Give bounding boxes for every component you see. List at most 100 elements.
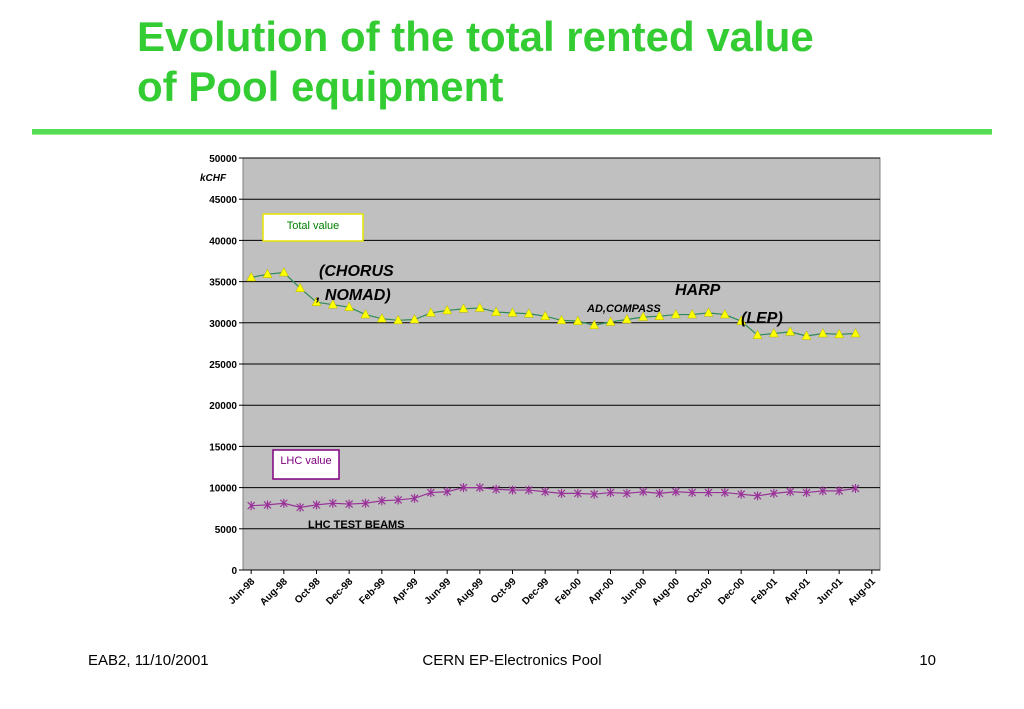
data-point: [296, 502, 305, 512]
y-tick-label: 35000: [209, 278, 237, 289]
data-point: [442, 304, 453, 315]
y-axis-ticks: 0 5000 10000 15000 20000 25000 30000 35000 40000…: [209, 154, 243, 577]
data-point: [850, 327, 861, 338]
annotation-nomad: , NOMAD): [315, 287, 391, 304]
y-tick-label: 15000: [209, 442, 237, 453]
data-point: [606, 488, 615, 498]
y-tick-label: 50000: [209, 154, 237, 165]
data-point: [474, 302, 485, 312]
data-point: [736, 315, 747, 325]
data-point: [295, 282, 306, 292]
legend-lhc: LHC value: [272, 449, 340, 480]
data-point: [671, 487, 680, 497]
data-point: [753, 491, 762, 501]
data-point: [557, 488, 566, 498]
data-point: [818, 486, 827, 496]
data-point: [328, 498, 337, 508]
data-point: [426, 488, 435, 498]
y-axis-label: kCHF: [200, 173, 227, 184]
footer-event: EAB2, 11/10/2001: [88, 652, 209, 669]
data-point: [688, 488, 697, 498]
data-point: [639, 487, 648, 497]
x-tick-label: Jun-98: [227, 576, 258, 607]
data-point: [246, 271, 257, 282]
data-point: [311, 296, 322, 306]
data-point: [508, 485, 517, 495]
y-tick-label: 25000: [209, 360, 237, 371]
series-line: [251, 487, 856, 508]
x-tick-label: Jun-01: [815, 576, 846, 607]
data-point: [278, 267, 289, 277]
annotation-adcompass: AD,COMPASS: [586, 303, 661, 315]
x-axis-ticks: Jun-98 Aug-98 Oct-98 Dec-98 Feb-99 Apr-99 Jun-…: [227, 570, 878, 608]
data-point: [573, 488, 582, 498]
data-point: [737, 489, 746, 499]
annotation-chorus: (CHORUS: [319, 263, 394, 280]
title-line-1: Evolution of the total rented value: [137, 13, 814, 60]
data-point: [605, 316, 616, 326]
x-tick-label: Dec-00: [716, 576, 747, 607]
title-divider: [32, 129, 992, 135]
annotation-lep: (LEP): [741, 310, 783, 327]
data-point: [376, 313, 387, 323]
data-point: [835, 486, 844, 496]
data-point: [393, 314, 404, 325]
data-point: [361, 498, 370, 508]
annotation-lhc-test-beams: LHC TEST BEAMS: [308, 519, 405, 531]
annotation-harp: HARP: [675, 282, 721, 299]
x-tick-label: Oct-99: [489, 576, 519, 606]
data-point: [475, 483, 484, 493]
data-point: [704, 488, 713, 498]
data-point: [590, 489, 599, 499]
data-point: [785, 326, 796, 336]
legend-total-box: [262, 213, 364, 242]
legend-total-label: Total value: [287, 220, 340, 232]
x-tick-label: Feb-01: [749, 576, 780, 607]
y-tick-label: 0: [231, 566, 237, 577]
x-tick-label: Aug-01: [846, 576, 878, 608]
x-tick-label: Feb-99: [357, 576, 388, 607]
x-tick-label: Jun-00: [619, 576, 650, 607]
footer-organization: CERN EP-Electronics Pool: [422, 652, 602, 669]
x-tick-label: Feb-00: [553, 576, 584, 607]
data-point: [524, 485, 533, 495]
data-point: [802, 488, 811, 498]
data-point: [459, 483, 468, 493]
data-point: [345, 499, 354, 509]
y-tick-label: 20000: [209, 401, 237, 412]
data-point: [312, 500, 321, 510]
x-tick-label: Oct-98: [293, 576, 323, 606]
data-point: [703, 307, 714, 317]
data-point: [769, 488, 778, 498]
data-point: [262, 268, 273, 278]
x-tick-label: Aug-98: [258, 576, 290, 608]
data-point: [719, 309, 730, 319]
x-tick-label: Jun-99: [423, 576, 454, 607]
data-point: [492, 484, 501, 494]
data-point: [638, 311, 649, 321]
x-tick-label: Aug-99: [454, 576, 486, 608]
data-point: [720, 488, 729, 498]
x-tick-label: Dec-98: [324, 576, 355, 607]
data-point: [817, 327, 828, 338]
data-point: [507, 307, 518, 317]
data-point: [458, 303, 469, 313]
x-tick-label: Apr-00: [586, 576, 616, 606]
data-point: [541, 487, 550, 497]
data-point: [491, 306, 502, 316]
data-point: [786, 487, 795, 497]
x-tick-label: Apr-99: [390, 576, 420, 606]
data-point: [589, 319, 600, 330]
data-point: [540, 310, 551, 320]
data-point: [851, 483, 860, 493]
data-point: [247, 501, 256, 511]
legend-total: Total value: [262, 213, 364, 242]
footer-page-number: 10: [919, 652, 936, 669]
y-tick-label: 10000: [209, 484, 237, 495]
data-point: [327, 299, 338, 309]
y-tick-label: 45000: [209, 195, 237, 206]
slide-title: Evolution of the total rented value of P…: [137, 12, 977, 112]
data-point: [834, 328, 845, 339]
data-point: [572, 315, 583, 325]
